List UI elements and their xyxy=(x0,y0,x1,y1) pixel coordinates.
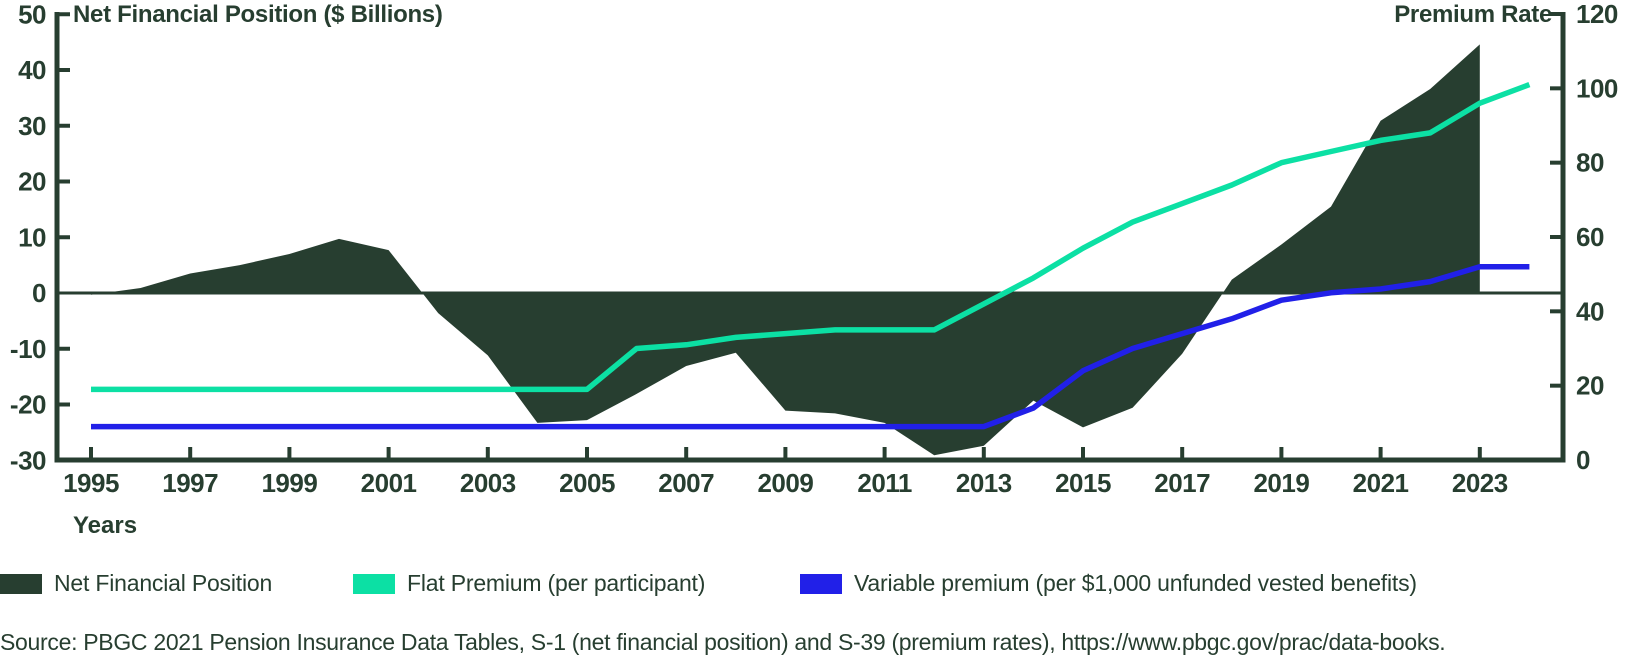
x-axis-tick-label: 2013 xyxy=(956,468,1012,498)
right-axis-tick-label: 120 xyxy=(1576,0,1618,29)
x-axis-tick-label: 1997 xyxy=(162,468,218,498)
legend: Net Financial Position Flat Premium (per… xyxy=(0,570,1626,598)
x-axis-tick-label: 2005 xyxy=(559,468,615,498)
left-axis-tick-label: -30 xyxy=(10,445,46,475)
x-axis-tick-label: 1995 xyxy=(63,468,119,498)
left-axis-tick-label: -10 xyxy=(10,334,46,364)
x-axis-tick-label: 2021 xyxy=(1353,468,1409,498)
right-axis-tick-label: 60 xyxy=(1576,222,1604,252)
right-axis-tick-label: 0 xyxy=(1576,445,1590,475)
right-axis-tick-label: 80 xyxy=(1576,148,1604,178)
x-axis-tick-label: 2009 xyxy=(757,468,813,498)
legend-item-variable-premium: Variable premium (per $1,000 unfunded ve… xyxy=(800,570,1417,597)
legend-item-flat-premium: Flat Premium (per participant) xyxy=(353,570,705,597)
legend-swatch-variable-premium xyxy=(800,573,842,594)
right-axis-tick-label: 100 xyxy=(1576,73,1618,103)
legend-label-net-financial-position: Net Financial Position xyxy=(54,570,273,596)
line-flat-premium xyxy=(91,82,1531,393)
left-axis-tick-label: 20 xyxy=(18,167,46,197)
x-axis-tick-label: 2017 xyxy=(1154,468,1210,498)
left-axis-tick-label: 40 xyxy=(18,55,46,85)
left-axis-tick-label: 10 xyxy=(18,222,46,252)
x-axis-tick-label: 2019 xyxy=(1253,468,1309,498)
x-axis-tick-label: 2015 xyxy=(1055,468,1111,498)
x-axis-tick-label: 2011 xyxy=(857,468,911,498)
right-axis-title: Premium Rate xyxy=(1394,1,1552,28)
source-note: Source: PBGC 2021 Pension Insurance Data… xyxy=(0,629,1446,655)
left-axis-tick-label: 30 xyxy=(18,111,46,141)
legend-item-net-financial-position: Net Financial Position xyxy=(0,570,272,597)
right-axis-tick-label: 40 xyxy=(1576,296,1604,326)
legend-swatch-flat-premium xyxy=(353,573,395,594)
legend-label-variable-premium: Variable premium (per $1,000 unfunded ve… xyxy=(854,570,1417,596)
legend-label-flat-premium: Flat Premium (per participant) xyxy=(407,570,706,596)
x-axis-tick-label: 2023 xyxy=(1452,468,1508,498)
left-axis-tick-label: 0 xyxy=(32,278,46,308)
area-net-financial-position xyxy=(91,44,1480,456)
left-axis-tick-label: 50 xyxy=(18,0,46,29)
x-axis-tick-label: 2001 xyxy=(361,468,417,498)
x-axis-tick-label: 1999 xyxy=(261,468,317,498)
line-variable-premium xyxy=(91,263,1530,430)
left-axis-tick-label: -20 xyxy=(10,390,46,420)
left-axis-title: Net Financial Position ($ Billions) xyxy=(73,1,443,28)
right-axis-tick-label: 20 xyxy=(1576,371,1604,401)
x-axis-tick-label: 2007 xyxy=(658,468,714,498)
x-axis-label: Years xyxy=(73,512,138,539)
x-axis-tick-label: 2003 xyxy=(460,468,516,498)
legend-swatch-net-financial-position xyxy=(0,573,42,594)
